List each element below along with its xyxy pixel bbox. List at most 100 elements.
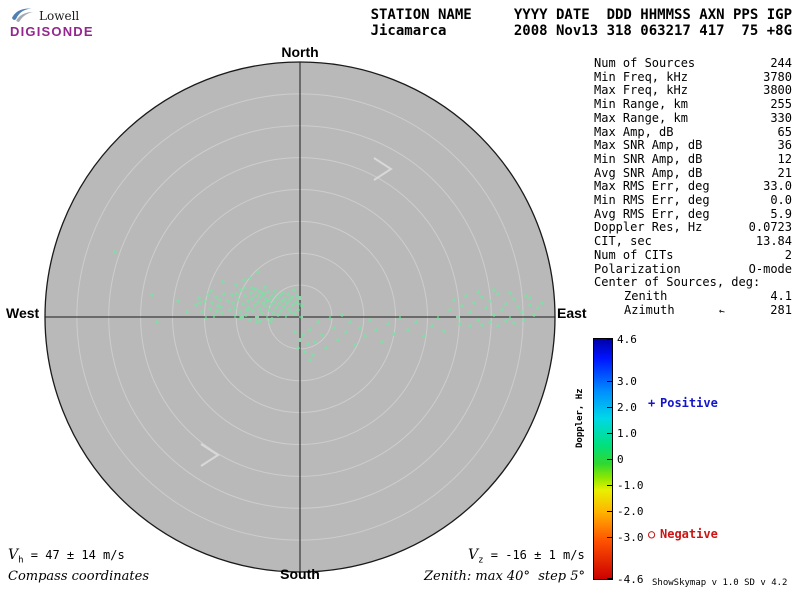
vz-value: = -16 ± 1 m/s: [483, 548, 585, 562]
scatter-points: [113, 250, 544, 362]
logo-lowell-text: Lowell: [39, 9, 80, 23]
direction-chevron-lower: [200, 443, 220, 467]
stat-row: Max Amp, dB 65: [594, 124, 792, 140]
stat-row: Avg RMS Err, deg 5.9: [594, 206, 792, 222]
stat-row: Azimuth → 281: [594, 302, 792, 318]
colorbar-tick-label: -2.0: [617, 505, 644, 518]
stat-value: 330: [770, 110, 792, 125]
stat-value: 21: [777, 165, 792, 180]
colorbar-tick-label: 3.0: [617, 375, 637, 388]
horizontal-velocity: Vh = 47 ± 14 m/s: [8, 547, 125, 565]
stat-row: Min Range, km 255: [594, 97, 792, 112]
stat-value: 13.84: [755, 234, 792, 249]
stat-row: Num of Sources 244: [594, 56, 792, 71]
colorbar-tick: [607, 459, 612, 460]
stat-row: Num of CITs 2: [594, 247, 792, 263]
stat-value: 5.9: [770, 206, 792, 221]
direction-chevron-upper: [373, 157, 393, 181]
stat-label: Avg SNR Amp, dB: [594, 165, 703, 180]
stat-value: 281: [770, 302, 792, 317]
colorbar-tick: [607, 381, 612, 382]
stat-row: Doppler Res, Hz 0.0723: [594, 221, 792, 235]
stat-label: CIT, sec: [594, 234, 652, 249]
logo-digisonde-text: DIGISONDE: [10, 24, 94, 39]
stat-value: 36: [777, 138, 792, 153]
colorbar-tick-label: -1.0: [617, 479, 644, 492]
stat-value: 2: [784, 247, 792, 262]
vz-symbol: V: [468, 547, 479, 563]
stat-label: Max SNR Amp, dB: [594, 138, 703, 153]
stat-label: Max Range, km: [594, 110, 688, 125]
stat-label: Min SNR Amp, dB: [594, 151, 703, 166]
colorbar-tick-label: 2.0: [617, 401, 637, 414]
compass-label-east: East: [557, 305, 587, 321]
stat-label: Azimuth: [624, 302, 675, 317]
stat-label: Num of CITs: [594, 247, 674, 262]
stat-value: 0.0: [770, 193, 792, 208]
colorbar-tick: [607, 578, 612, 579]
zenith-scale-note: Zenith: max 40° step 5°: [424, 569, 586, 584]
vh-symbol: V: [8, 547, 19, 563]
compass-label-north: North: [281, 44, 319, 60]
colorbar-tick-label: 4.6: [617, 333, 637, 346]
stat-label: Polarization: [594, 261, 681, 276]
positive-marker-icon: +: [648, 396, 656, 410]
stat-row: Max SNR Amp, dB 36: [594, 139, 792, 153]
compass-label-south: South: [280, 566, 320, 582]
lowell-digisonde-logo: Lowell DIGISONDE: [10, 5, 130, 39]
vz-subscript: z: [478, 555, 484, 566]
stat-label: Min Range, km: [594, 97, 688, 112]
colorbar-tick: [607, 339, 612, 340]
stat-value: 4.1: [770, 288, 792, 303]
stat-row: CIT, sec 13.84: [594, 234, 792, 249]
colorbar-tick: [607, 485, 612, 486]
stat-row: Zenith 4.1: [594, 288, 792, 304]
colorbar-tick: [607, 511, 612, 512]
stat-value: 3800: [763, 83, 792, 98]
colorbar-tick: [607, 537, 612, 538]
stat-value: O-mode: [748, 261, 792, 276]
stat-label: Max Amp, dB: [594, 124, 674, 139]
stat-value: 244: [770, 56, 792, 70]
vh-subscript: h: [18, 555, 24, 566]
stat-label: Num of Sources: [594, 56, 696, 70]
colorbar-tick-label: 0: [617, 453, 624, 466]
positive-label: Positive: [660, 396, 718, 410]
stat-label: Avg RMS Err, deg: [594, 206, 710, 221]
version-text: ShowSkymap v 1.0 SD v 4.2: [652, 578, 788, 588]
stat-row: Avg SNR Amp, dB 21: [594, 165, 792, 181]
stat-value: 65: [777, 124, 792, 139]
stat-row: Min SNR Amp, dB 12: [594, 151, 792, 167]
colorbar-tick-label: 1.0: [617, 427, 637, 440]
stat-value: 12: [777, 151, 792, 166]
legend-negative: ○ Negative: [648, 527, 718, 541]
stat-label: Min RMS Err, deg: [594, 193, 710, 208]
coordinates-note: Compass coordinates: [8, 569, 149, 584]
header-column-titles: STATION NAME YYYY DATE DDD HHMMSS AXN PP…: [370, 7, 792, 23]
stat-label: Max RMS Err, deg: [594, 179, 710, 194]
stat-label: Center of Sources, deg:: [594, 275, 761, 290]
doppler-colorbar: [593, 338, 613, 580]
colorbar-tick-labels: 4.6 3.0 2.0 1.0 0 -1.0 -2.0 -3.0 -4.6: [617, 333, 653, 586]
stat-row: Min Freq, kHz 3780: [594, 70, 792, 85]
stat-value: 255: [770, 97, 792, 112]
colorbar-tick: [607, 407, 612, 408]
azimuth-arrow-icon: →: [718, 304, 727, 317]
header-block: STATION NAME YYYY DATE DDD HHMMSS AXN PP…: [371, 7, 792, 39]
stats-panel: Num of Sources 244 Min Freq, kHz 3780 Max Fr…: [594, 56, 792, 318]
swoosh-icon: [11, 8, 34, 22]
stat-label: Max Freq, kHz: [594, 83, 688, 98]
stat-row: Center of Sources, deg:: [594, 276, 792, 290]
stat-row: Max RMS Err, deg 33.0: [594, 180, 792, 194]
stat-value: 33.0: [763, 179, 792, 194]
stat-value: 0.0723: [748, 220, 792, 235]
stat-label: Zenith: [624, 288, 668, 303]
negative-marker-icon: ○: [648, 527, 656, 541]
stat-label: Doppler Res, Hz: [594, 220, 703, 235]
compass-label-west: West: [6, 305, 40, 321]
stat-row: Max Range, km 330: [594, 110, 792, 126]
negative-label: Negative: [660, 527, 718, 541]
colorbar-tick-label: -3.0: [617, 531, 644, 544]
